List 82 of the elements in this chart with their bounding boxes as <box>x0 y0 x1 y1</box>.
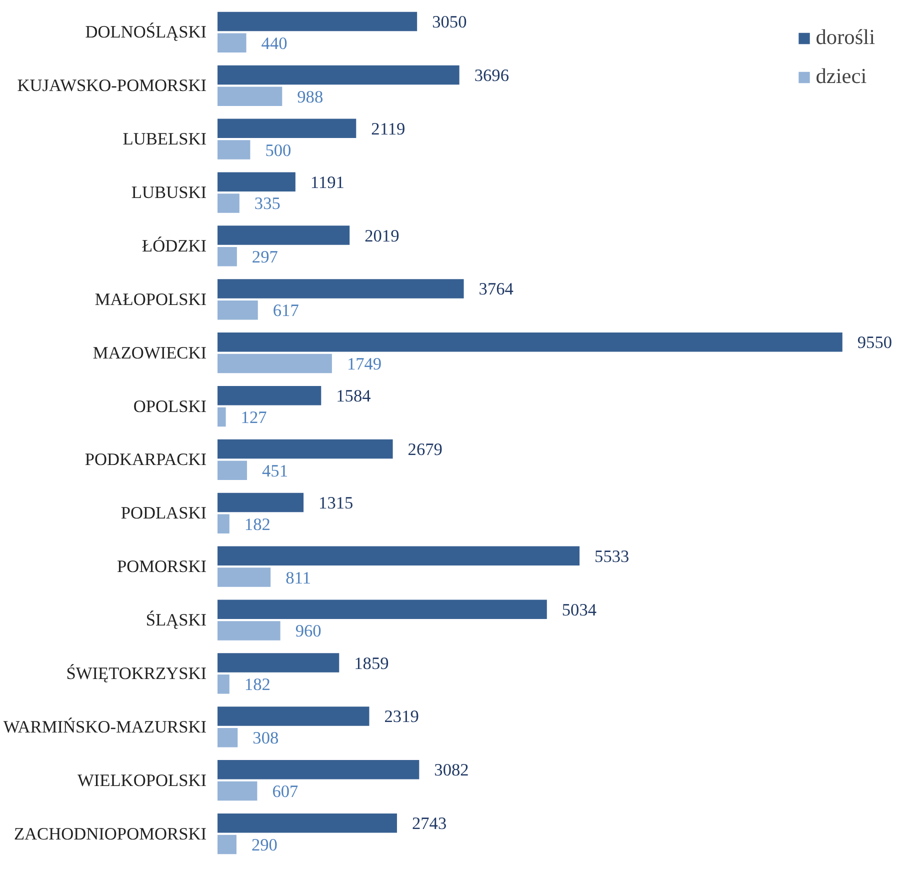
bar <box>218 332 842 352</box>
data-label: 3696 <box>474 66 510 85</box>
bar <box>218 33 246 53</box>
data-label: 5034 <box>562 600 597 620</box>
data-label: 2679 <box>408 440 442 460</box>
data-label: 3764 <box>478 280 514 299</box>
data-label: 811 <box>286 568 311 588</box>
bar <box>218 621 280 640</box>
bar <box>218 86 282 106</box>
data-label: 2319 <box>384 707 419 726</box>
data-label: 9550 <box>857 333 892 352</box>
data-label: 617 <box>272 301 300 320</box>
y-tick-label: PODKARPACKI <box>84 450 207 470</box>
bar <box>218 514 230 534</box>
data-label: 127 <box>240 408 268 427</box>
data-label: 308 <box>252 728 279 748</box>
legend-label: dzieci <box>816 64 867 89</box>
data-label: 1749 <box>346 354 382 374</box>
y-tick-label: ZACHODNIOPOMORSKI <box>14 824 207 844</box>
bar <box>218 172 296 192</box>
data-label: 297 <box>252 248 278 267</box>
y-tick-label: WIELKOPOLSKI <box>78 770 207 790</box>
y-tick-label: DOLNOŚLĄSKI <box>85 22 207 42</box>
bar <box>218 568 271 587</box>
bar <box>218 492 304 512</box>
data-label: 607 <box>272 782 299 802</box>
bar <box>218 834 236 854</box>
bar <box>218 600 547 619</box>
data-label: 960 <box>295 622 322 641</box>
bar <box>218 226 350 245</box>
data-label: 2743 <box>412 814 447 834</box>
y-tick-label: PODLASKI <box>120 504 207 523</box>
data-label: 1584 <box>336 386 372 406</box>
y-tick-label: OPOLSKI <box>133 396 207 416</box>
bar <box>218 65 460 85</box>
y-tick-label: ŚWIĘTOKRZYSKI <box>66 664 207 683</box>
data-label: 182 <box>244 675 270 694</box>
data-label: 3050 <box>432 12 467 32</box>
data-label: 1191 <box>310 172 344 192</box>
data-label: 182 <box>244 514 270 534</box>
y-tick-label: LUBUSKI <box>131 183 207 202</box>
bar <box>218 407 226 427</box>
bar <box>218 460 248 480</box>
bar <box>218 728 238 748</box>
bar <box>218 706 370 726</box>
bar <box>218 12 418 32</box>
data-label: 2019 <box>364 226 400 246</box>
y-tick-label: MAŁOPOLSKI <box>94 290 207 309</box>
data-label: 2119 <box>371 119 406 138</box>
y-tick-label: POMORSKI <box>116 557 207 576</box>
y-tick-label: MAZOWIECKI <box>92 343 207 362</box>
y-tick-label: WARMIŃSKO-MAZURSKI <box>3 717 207 736</box>
bar <box>218 781 258 801</box>
data-label: 5533 <box>594 546 630 566</box>
data-label: 988 <box>297 87 324 106</box>
legend-label: dorośli <box>816 25 875 50</box>
bar <box>218 140 250 160</box>
bar <box>218 439 393 459</box>
bar <box>218 300 258 320</box>
data-label: 451 <box>262 461 288 480</box>
data-label: 290 <box>251 835 278 854</box>
bar <box>218 118 356 138</box>
y-tick-label: KUJAWSKO-POMORSKI <box>17 76 207 96</box>
y-tick-label: ŚLĄSKI <box>146 610 207 630</box>
bar <box>218 354 332 374</box>
bar <box>218 194 240 213</box>
bar <box>218 653 340 672</box>
bar <box>218 813 397 833</box>
data-label: 3082 <box>434 760 469 780</box>
data-label: 1315 <box>318 493 354 512</box>
bar <box>218 674 230 694</box>
y-tick-label: ŁÓDZKI <box>142 236 207 256</box>
bar <box>218 386 322 406</box>
data-label: 1859 <box>354 654 389 673</box>
bar <box>218 279 464 298</box>
data-label: 335 <box>254 194 280 214</box>
data-label: 440 <box>261 34 288 53</box>
y-tick-label: LUBELSKI <box>122 130 207 149</box>
bar <box>218 546 580 566</box>
bar <box>218 247 237 266</box>
bar <box>218 760 420 780</box>
data-label: 500 <box>265 140 292 160</box>
